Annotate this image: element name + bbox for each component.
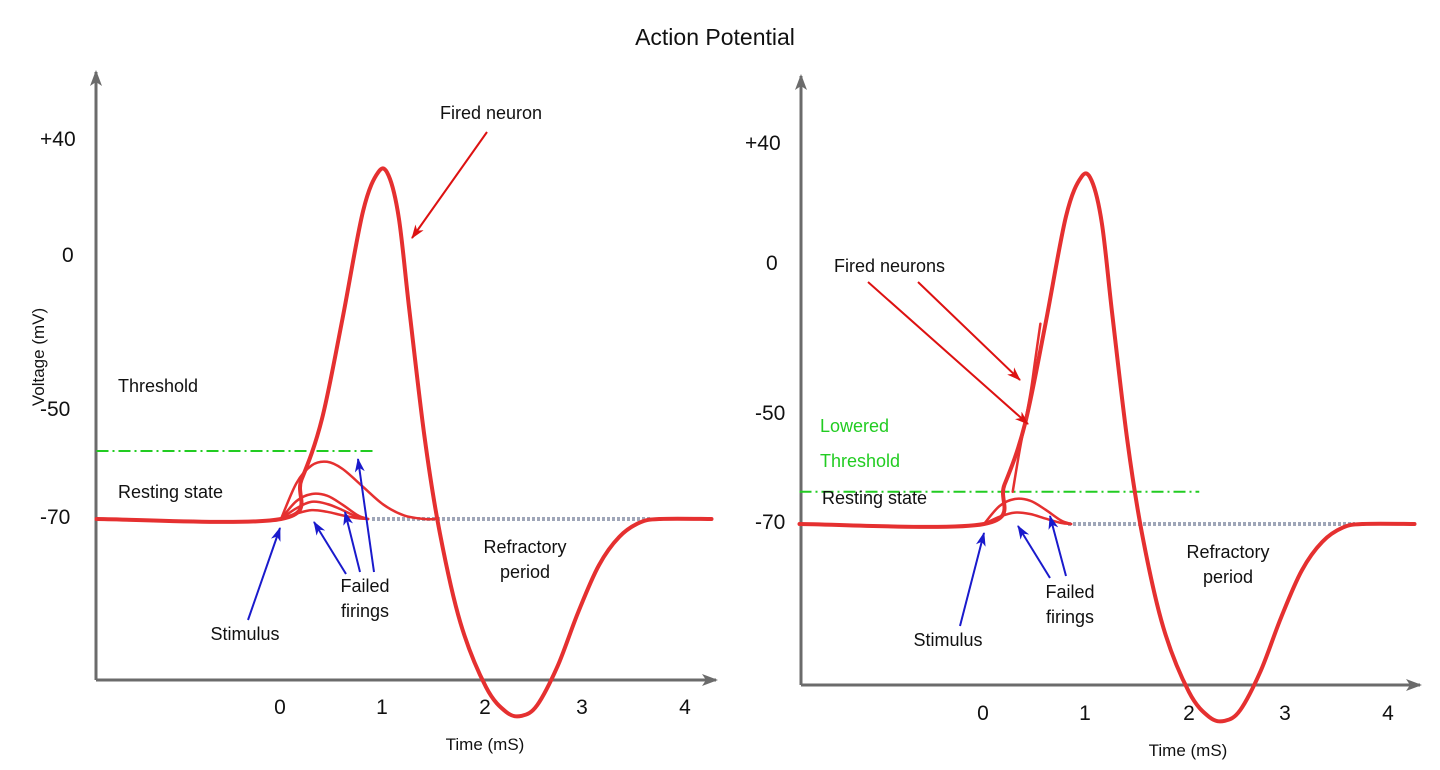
left-x-axis-label: Time (mS) — [446, 735, 525, 754]
right-threshold-label: Lowered — [820, 416, 889, 436]
series-line-fired-neuron — [797, 171, 1417, 724]
left-y-tick-label: -50 — [40, 398, 70, 421]
right-y-tick-label: 0 — [766, 252, 778, 275]
left-panel: +40 0 -50 -70 0 1 2 3 4 Time (mS) Voltag… — [29, 70, 718, 754]
left-failed-firings-label: Failed — [340, 576, 389, 596]
left-failed-arrow — [343, 511, 361, 573]
right-resting-state-label: Resting state — [822, 488, 927, 508]
series-line-fired-neuron-early — [1011, 322, 1042, 494]
left-series-group — [94, 166, 714, 719]
left-stimulus-arrow — [247, 527, 281, 621]
right-stimulus-label: Stimulus — [913, 630, 982, 650]
right-x-axis-label: Time (mS) — [1149, 741, 1228, 760]
series-line-failed-firing-1 — [982, 497, 1073, 526]
fired-neurons-label: Fired neurons — [834, 256, 945, 276]
right-y-tick-label: +40 — [745, 132, 781, 155]
right-failed-firings-label: firings — [1046, 607, 1094, 627]
left-y-tick-label: +40 — [40, 128, 76, 151]
left-stimulus-label: Stimulus — [210, 624, 279, 644]
left-x-tick-label: 3 — [576, 696, 588, 719]
series-line-failed-firing-2 — [279, 492, 370, 521]
fired-neuron-label: Fired neuron — [440, 103, 542, 123]
right-failed-arrow — [1048, 515, 1067, 577]
right-threshold-label: Threshold — [820, 451, 900, 471]
fired-neuron-arrow — [411, 131, 488, 239]
right-x-tick-label: 0 — [977, 702, 989, 725]
left-x-tick-label: 4 — [679, 696, 691, 719]
left-y-tick-label: -70 — [40, 506, 70, 529]
left-failed-arrow — [313, 521, 347, 575]
right-y-tick-label: -70 — [755, 511, 785, 534]
left-x-tick-label: 1 — [376, 696, 388, 719]
left-x-tick-label: 0 — [274, 696, 286, 719]
right-x-tick-label: 2 — [1183, 702, 1195, 725]
right-series-group — [797, 171, 1417, 724]
right-failed-arrow — [1017, 525, 1051, 579]
left-failed-arrow — [354, 458, 375, 573]
series-line-failed-firing-2 — [982, 511, 1073, 526]
right-x-tick-label: 1 — [1079, 702, 1091, 725]
right-x-tick-label: 4 — [1382, 702, 1394, 725]
right-x-tick-label: 3 — [1279, 702, 1291, 725]
left-refractory-label: period — [500, 562, 550, 582]
right-failed-firings-label: Failed — [1045, 582, 1094, 602]
left-refractory-label: Refractory — [483, 537, 566, 557]
left-failed-firings-label: firings — [341, 601, 389, 621]
left-y-tick-label: 0 — [62, 244, 74, 267]
left-y-axis-label: Voltage (mV) — [29, 308, 48, 406]
figure-title: Action Potential — [635, 24, 795, 50]
fired-neurons-arrow — [917, 281, 1021, 381]
series-line-failed-firing-4 — [279, 508, 370, 521]
series-line-fired-neuron — [94, 166, 714, 719]
series-line-failed-firing-1 — [279, 460, 437, 521]
right-refractory-label: Refractory — [1186, 542, 1269, 562]
right-stimulus-arrow — [959, 532, 986, 627]
right-y-tick-label: -50 — [755, 402, 785, 425]
left-x-tick-label: 2 — [479, 696, 491, 719]
left-resting-state-label: Resting state — [118, 482, 223, 502]
left-threshold-label: Threshold — [118, 376, 198, 396]
fired-neurons-arrow — [867, 281, 1029, 425]
right-refractory-label: period — [1203, 567, 1253, 587]
right-panel: +40 0 -50 -70 0 1 2 3 4 Time (mS) Lowere… — [745, 74, 1422, 760]
